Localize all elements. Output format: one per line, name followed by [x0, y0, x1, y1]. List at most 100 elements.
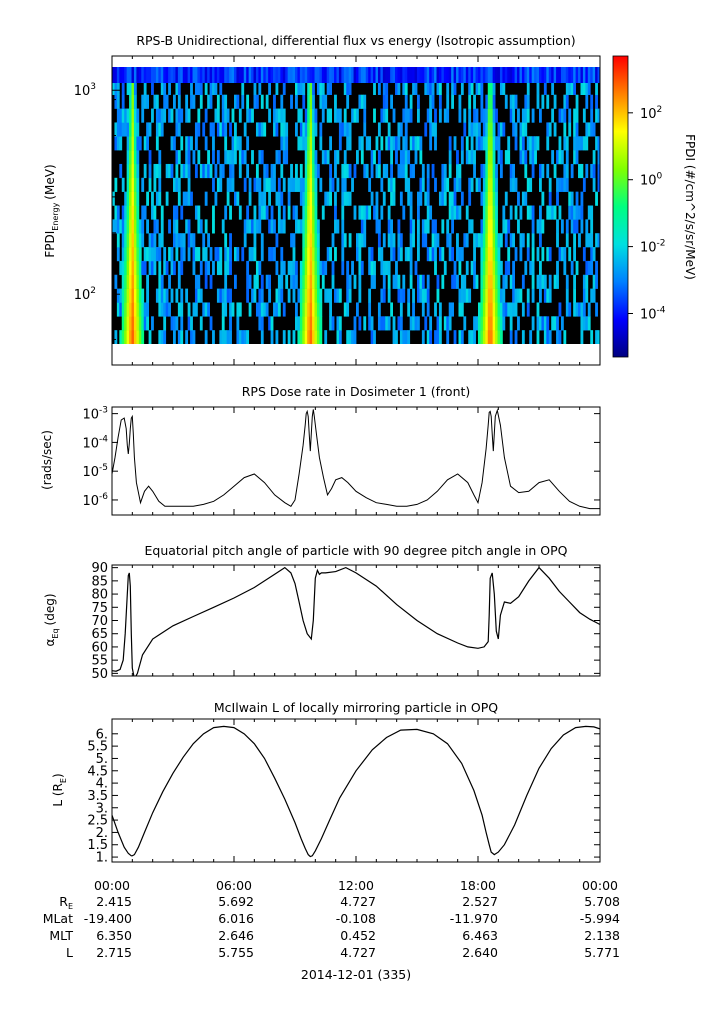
spectrogram-cell	[312, 150, 315, 165]
spectrogram-cell	[319, 302, 323, 317]
spectrogram-cell	[441, 177, 445, 192]
spectrogram-cell	[238, 67, 242, 83]
spectrogram-cell	[548, 288, 552, 303]
spectrogram-cell	[392, 108, 396, 123]
spectrogram-cell	[595, 191, 598, 206]
spectrogram-cell	[373, 330, 376, 344]
spectrogram-cell	[304, 150, 308, 165]
spectrogram-cell	[243, 122, 247, 137]
spectrogram-cell	[136, 288, 140, 303]
spectrogram-cell	[185, 219, 189, 234]
spectrogram-cell	[421, 219, 425, 234]
spectrogram-cell	[331, 67, 335, 83]
spectrogram-cell	[192, 233, 196, 248]
spectrogram-cell	[326, 191, 330, 206]
spectrogram-cell	[446, 94, 450, 109]
spectrogram-cell	[202, 163, 206, 179]
spectrogram-cell	[170, 247, 174, 262]
spectrogram-cell	[595, 330, 598, 344]
spectrogram-cell	[424, 233, 428, 248]
spectrogram-cell	[429, 136, 433, 151]
spectrogram-cell	[358, 94, 362, 109]
spectrogram-cell	[133, 288, 137, 303]
spectrogram-cell	[112, 80, 115, 95]
spectrogram-cell	[541, 316, 545, 331]
spectrogram-cell	[375, 205, 379, 220]
spectrogram-cell	[377, 316, 381, 331]
spectrogram-cell	[429, 205, 433, 220]
spectrogram-cell	[204, 67, 208, 83]
spectrogram-cell	[292, 288, 296, 303]
spectrogram-cell	[553, 122, 557, 137]
spectrogram-cell	[309, 233, 313, 248]
spectrogram-cell	[358, 136, 362, 151]
spectrogram-cell	[141, 219, 145, 234]
spectrogram-cell	[395, 67, 398, 83]
spectrogram-cell	[153, 260, 157, 276]
spectrogram-cell	[275, 80, 279, 95]
spectrogram-cell	[177, 260, 181, 276]
spectrogram-cell	[116, 67, 120, 83]
pitch-x-ticks	[111, 565, 601, 676]
spectrogram-cell	[302, 260, 306, 276]
spectrogram-cell	[238, 302, 242, 317]
spectrogram-cell	[263, 67, 267, 83]
spectrogram-cell	[285, 274, 289, 289]
spectrogram-cell	[382, 94, 386, 109]
spectrogram-cell	[517, 108, 520, 123]
spectrogram-cell	[521, 150, 525, 165]
spectrogram-cell	[246, 108, 250, 123]
spectrogram-cell	[451, 274, 454, 289]
spectrogram-cell	[358, 233, 362, 248]
spectrogram-cell	[302, 191, 306, 206]
spectrogram-cell	[224, 302, 228, 317]
spectrogram-cell	[397, 247, 401, 262]
spectrogram-cell	[148, 163, 152, 179]
spectrogram-cell	[258, 177, 262, 192]
spectrogram-cell	[558, 150, 562, 165]
spectrogram-cell	[468, 122, 472, 137]
spectrogram-cell	[224, 260, 228, 276]
spectrogram-cell	[363, 163, 367, 179]
spectrogram-cell	[363, 316, 367, 331]
spectrogram-cell	[580, 302, 584, 317]
spectrogram-cell	[287, 177, 291, 192]
spectrogram-cell	[419, 191, 423, 206]
spectrogram-cell	[268, 67, 271, 83]
spectrogram-cell	[541, 274, 545, 289]
spectrogram-cell	[556, 330, 559, 344]
spectrogram-cell	[302, 136, 306, 151]
spectrogram-cell	[214, 247, 218, 262]
spectrogram-cell	[129, 177, 132, 192]
spectrogram-cell	[499, 330, 503, 344]
spectrogram-cell	[578, 67, 581, 83]
spectrogram-cell	[592, 163, 596, 179]
spectrogram-cell	[458, 260, 462, 276]
spectrogram-cell	[409, 316, 413, 331]
spectrogram-cell	[260, 288, 264, 303]
spectrogram-cell	[382, 233, 386, 248]
spectrogram-cell	[475, 177, 479, 192]
spectrogram-cell	[170, 108, 174, 123]
lvalue-ytick-label: 4.	[96, 777, 108, 792]
spectrogram-cell	[312, 177, 315, 192]
spectrogram-cell	[163, 108, 167, 123]
spectrogram-cell	[343, 302, 347, 317]
spectrogram-cell	[297, 67, 301, 83]
spectrogram-cell	[177, 302, 181, 317]
spectrogram-cell	[397, 136, 401, 151]
spectrogram-cell	[492, 233, 496, 248]
spectrogram-cell	[126, 150, 130, 165]
spectrogram-cell	[570, 191, 574, 206]
spectrogram-cell	[392, 247, 396, 262]
spectrogram-cell	[277, 219, 281, 234]
spectrogram-cell	[592, 122, 596, 137]
spectrogram-cell	[473, 94, 476, 109]
spectrogram-cell	[368, 67, 372, 83]
spectrogram-cell	[402, 150, 406, 165]
ephemeris-value: 0.452	[340, 928, 376, 943]
spectrogram-cell	[302, 302, 306, 317]
spectrogram-cell	[385, 316, 389, 331]
spectrogram-cell	[207, 260, 210, 276]
